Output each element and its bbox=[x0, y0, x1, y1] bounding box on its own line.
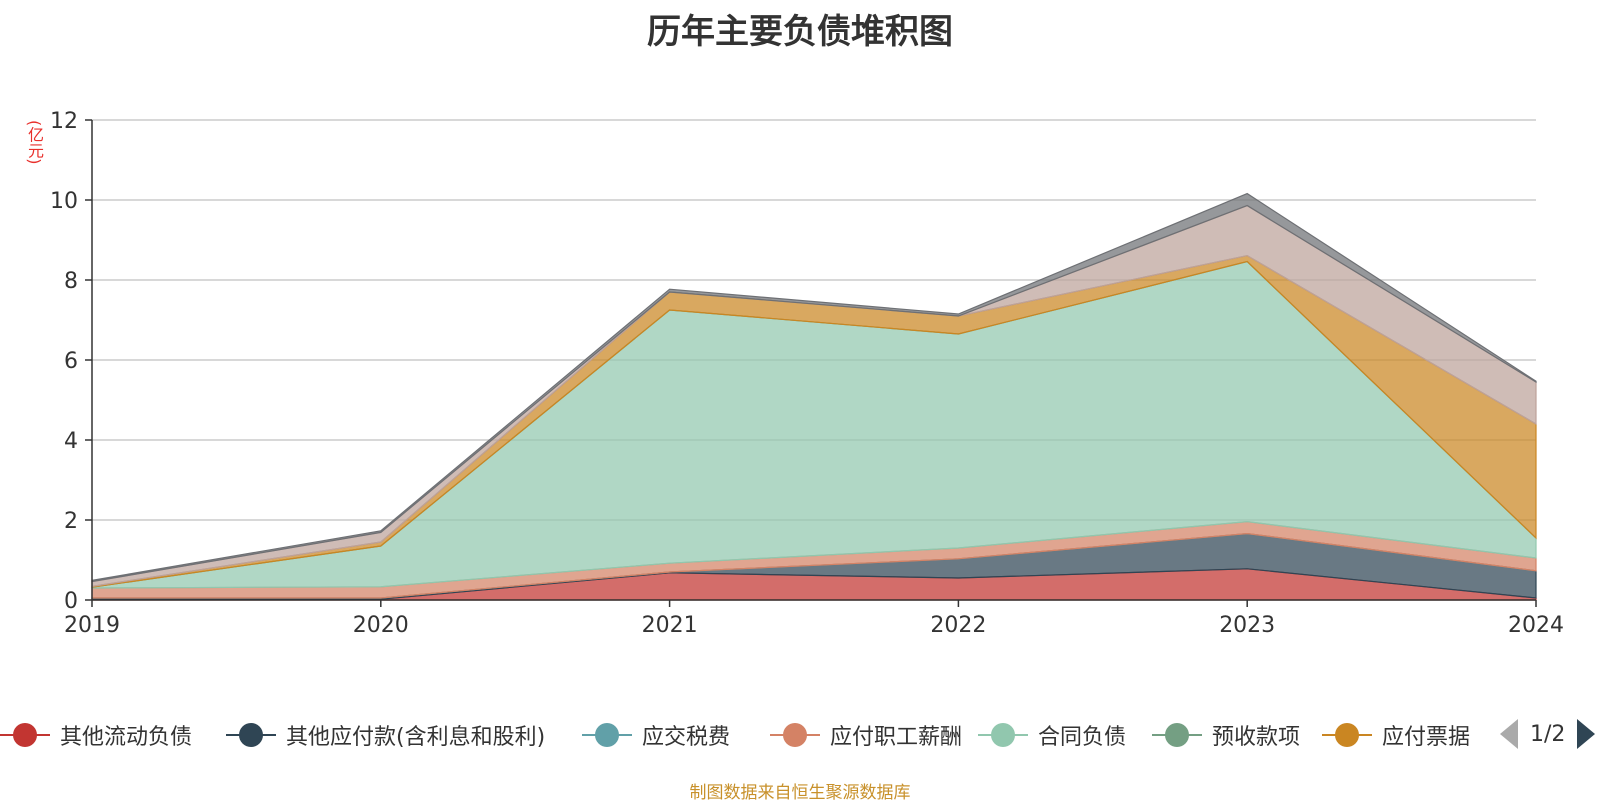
legend-item[interactable]: 预收款项 bbox=[1152, 718, 1300, 752]
x-tick-label: 2020 bbox=[353, 613, 409, 638]
legend-marker-icon bbox=[978, 720, 1028, 750]
chart-title: 历年主要负债堆积图 bbox=[647, 12, 953, 52]
legend-prev-arrow-icon[interactable] bbox=[1500, 719, 1518, 749]
legend-next-arrow-icon[interactable] bbox=[1577, 719, 1596, 749]
legend-marker-icon bbox=[770, 720, 820, 750]
legend-marker-icon bbox=[582, 720, 632, 750]
x-tick-label: 2019 bbox=[64, 613, 120, 638]
y-tick-label: 12 bbox=[50, 109, 78, 134]
y-tick-label: 4 bbox=[64, 429, 78, 454]
legend-page-indicator: 1/2 bbox=[1530, 721, 1566, 747]
legend-item[interactable]: 应交税费 bbox=[582, 718, 730, 752]
legend-item[interactable]: 应付票据 bbox=[1322, 718, 1470, 752]
stacked-area-chart: 0 2 4 6 8 10 12 2019 2020 2021 2022 2023 2024 bbox=[50, 109, 1564, 638]
legend-pager: 1/2 bbox=[1500, 716, 1596, 752]
y-tick-labels: 0 2 4 6 8 10 12 bbox=[50, 109, 78, 614]
y-axis-unit: (亿元) bbox=[25, 120, 44, 165]
legend-label: 应付票据 bbox=[1382, 725, 1471, 750]
legend-label: 其他流动负债 bbox=[60, 725, 193, 750]
x-tick-labels: 2019 2020 2021 2022 2023 2024 bbox=[64, 613, 1564, 638]
legend-label: 应付职工薪酬 bbox=[830, 725, 963, 750]
legend-item[interactable]: 合同负债 bbox=[978, 718, 1126, 752]
legend-label: 预收款项 bbox=[1212, 725, 1301, 750]
legend-marker-icon bbox=[0, 720, 50, 750]
legend-label: 合同负债 bbox=[1038, 725, 1127, 750]
legend-item[interactable]: 其他流动负债 bbox=[0, 718, 192, 752]
legend-marker-icon bbox=[1322, 720, 1372, 750]
legend: 其他流动负债 其他应付款(含利息和股利) 应交税费 应付职工薪酬 合同负债 预收款项 应付票… bbox=[0, 718, 1490, 752]
x-tick-label: 2023 bbox=[1219, 613, 1275, 638]
legend-label: 应交税费 bbox=[642, 725, 731, 750]
legend-label: 其他应付款(含利息和股利) bbox=[286, 725, 546, 750]
y-tick-label: 2 bbox=[64, 509, 78, 534]
legend-marker-icon bbox=[226, 720, 276, 750]
x-tick-label: 2024 bbox=[1508, 613, 1564, 638]
area-series bbox=[91, 192, 1537, 601]
legend-item[interactable]: 其他应付款(含利息和股利) bbox=[226, 718, 545, 752]
y-tick-label: 10 bbox=[50, 189, 78, 214]
axes bbox=[85, 119, 1537, 607]
legend-item[interactable]: 应付职工薪酬 bbox=[770, 718, 962, 752]
y-tick-label: 6 bbox=[64, 349, 78, 374]
y-tick-label: 8 bbox=[64, 269, 78, 294]
y-tick-label: 0 bbox=[64, 589, 78, 614]
area-短期借款 bbox=[91, 192, 1537, 583]
legend-marker-icon bbox=[1152, 720, 1202, 750]
x-tick-label: 2022 bbox=[930, 613, 986, 638]
data-source-note: 制图数据来自恒生聚源数据库 bbox=[689, 783, 911, 803]
x-tick-label: 2021 bbox=[642, 613, 698, 638]
